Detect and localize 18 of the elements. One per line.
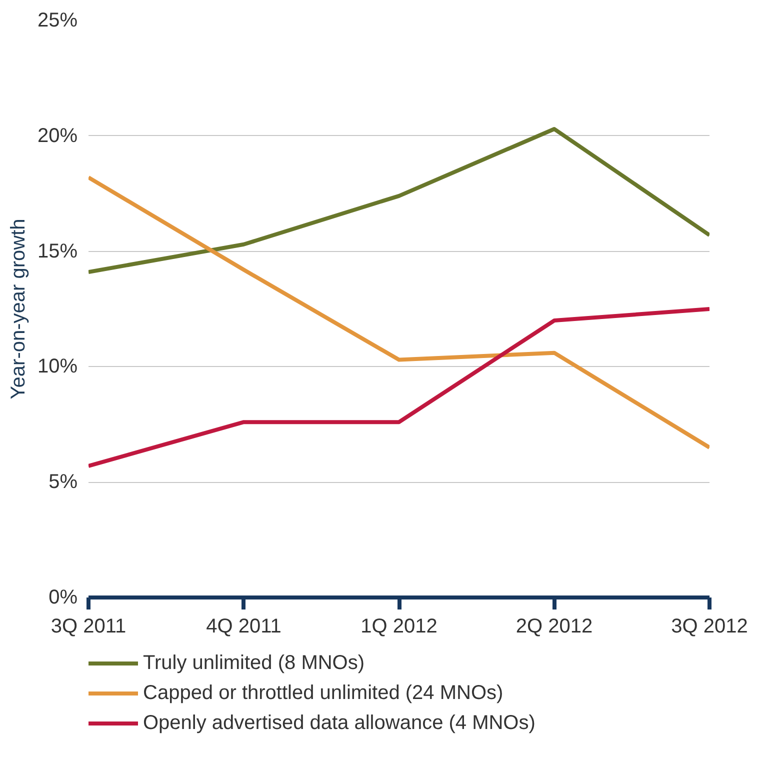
- y-tick-label: 0%: [48, 586, 78, 608]
- y-tick-label: 5%: [48, 471, 78, 494]
- y-tick-label: 10%: [37, 356, 78, 378]
- line-series: [88, 175, 710, 450]
- x-tick-label: 4Q 2011: [206, 616, 282, 638]
- y-tick-label: 25%: [37, 10, 78, 32]
- legend-label: Truly unlimited (8 MNOs): [143, 650, 365, 676]
- legend-label: Openly advertised data allowance (4 MNOs): [143, 710, 536, 736]
- line-series: [88, 126, 710, 274]
- y-tick-label: 15%: [37, 240, 78, 262]
- x-tick-label: 2Q 2012: [516, 616, 593, 638]
- y-axis-title: Year-on-year growth: [7, 218, 30, 400]
- line-series: [88, 307, 710, 468]
- x-tick-label: 3Q 2011: [50, 616, 126, 638]
- legend-label: Capped or throttled unlimited (24 MNOs): [143, 680, 504, 706]
- x-tick-label: 3Q 2012: [671, 616, 748, 638]
- y-tick-label: 20%: [37, 124, 78, 147]
- x-tick-label: 1Q 2012: [360, 616, 438, 638]
